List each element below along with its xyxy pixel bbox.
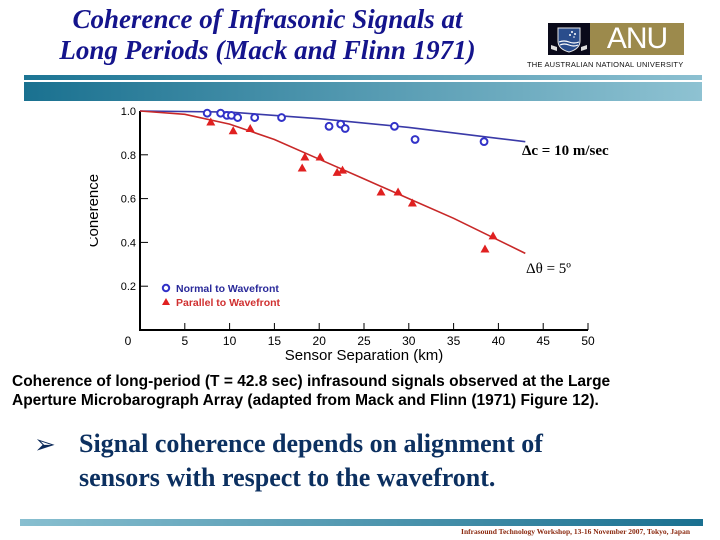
figure-caption-line-2: Aperture Microbarograph Array (adapted f… — [12, 392, 599, 409]
header-divider-thick — [24, 82, 702, 101]
parallel-fit-annotation: Δθ = 5º — [526, 261, 571, 277]
legend-parallel-label: Parallel to Wavefront — [176, 297, 281, 309]
slide-title: Coherence of Infrasonic Signals at Long … — [0, 4, 535, 66]
parallel-data-point — [407, 198, 417, 207]
y-tick-label: 0.6 — [121, 194, 136, 206]
x-tick-label: 5 — [181, 334, 188, 348]
coherence-scatter-plot: 0 5 10 15 20 25 30 35 40 45 50 0.2 0.4 0.6 0.8 1.0 Senso… — [85, 106, 609, 364]
footer-divider — [20, 519, 703, 526]
slide-title-line-2: Long Periods (Mack and Flinn 1971) — [59, 35, 476, 65]
x-tick-label: 10 — [223, 334, 237, 348]
slide-title-line-1: Coherence of Infrasonic Signals at — [72, 4, 463, 34]
coherence-chart: 0 5 10 15 20 25 30 35 40 45 50 0.2 0.4 0.6 0.8 1.0 Senso… — [85, 95, 650, 370]
header-divider-thin — [24, 75, 702, 80]
normal-data-point — [410, 135, 420, 144]
parallel-data-point — [488, 231, 498, 240]
parallel-fit-line — [139, 110, 526, 255]
parallel-data-point — [315, 152, 325, 161]
logo-wordmark: ANU — [590, 23, 684, 55]
x-tick-label: 40 — [492, 334, 506, 348]
x-tick-label: 30 — [402, 334, 416, 348]
parallel-data-point — [332, 167, 342, 176]
bullet-text-line-1: Signal coherence depends on alignment of — [79, 429, 543, 458]
arrowhead-bullet-icon: ➢ — [34, 429, 56, 459]
normal-fit-line — [139, 110, 526, 143]
x-tick-label: 50 — [581, 334, 595, 348]
figure-caption: Coherence of long-period (T = 42.8 sec) … — [12, 372, 712, 410]
x-tick-label: 0 — [125, 334, 132, 348]
bullet-text-line-2: sensors with respect to the wavefront. — [79, 463, 496, 492]
normal-fit-annotation: Δc = 10 m/sec — [522, 143, 609, 159]
normal-data-point — [250, 113, 260, 122]
logo-subtitle: THE AUSTRALIAN NATIONAL UNIVERSITY — [527, 60, 684, 69]
y-axis-label: Coherence — [90, 174, 102, 247]
normal-data-point — [233, 113, 243, 122]
x-tick-label: 35 — [447, 334, 461, 348]
parallel-data-point — [393, 187, 403, 196]
normal-data-point — [390, 121, 399, 131]
legend-normal-label: Normal to Wavefront — [176, 283, 279, 295]
x-tick-label: 45 — [537, 334, 551, 348]
legend-circle-icon — [161, 283, 171, 293]
normal-data-point — [340, 124, 350, 133]
parallel-data-point — [245, 124, 255, 133]
parallel-data-point — [300, 152, 310, 161]
y-tick-label: 0.2 — [121, 281, 136, 293]
university-crest-icon — [548, 23, 590, 55]
x-tick-label: 20 — [313, 334, 327, 348]
x-tick-label: 25 — [357, 334, 371, 348]
y-tick-label: 1.0 — [121, 106, 136, 118]
y-tick-label: 0.4 — [121, 237, 136, 249]
anu-logo: ANU — [548, 23, 684, 55]
normal-data-point — [479, 137, 489, 147]
bullet-point: ➢ Signal coherence depends on alignment … — [34, 427, 714, 495]
parallel-data-point — [480, 244, 490, 253]
parallel-data-point — [337, 165, 347, 174]
parallel-data-point — [297, 163, 307, 172]
x-axis-label: Sensor Separation (km) — [285, 347, 443, 364]
bullet-text: Signal coherence depends on alignment of… — [79, 427, 543, 495]
x-tick-label: 15 — [268, 334, 282, 348]
y-tick-label: 0.8 — [121, 150, 136, 162]
normal-data-point — [277, 113, 286, 122]
figure-caption-line-1: Coherence of long-period (T = 42.8 sec) … — [12, 373, 611, 390]
parallel-data-point — [228, 126, 238, 135]
normal-data-point — [324, 121, 334, 131]
legend-triangle-icon — [162, 298, 170, 305]
footer-text: Infrasound Technology Workshop, 13-16 No… — [461, 527, 690, 536]
parallel-data-point — [206, 117, 216, 126]
normal-data-point — [202, 108, 212, 118]
parallel-data-point — [376, 187, 386, 196]
